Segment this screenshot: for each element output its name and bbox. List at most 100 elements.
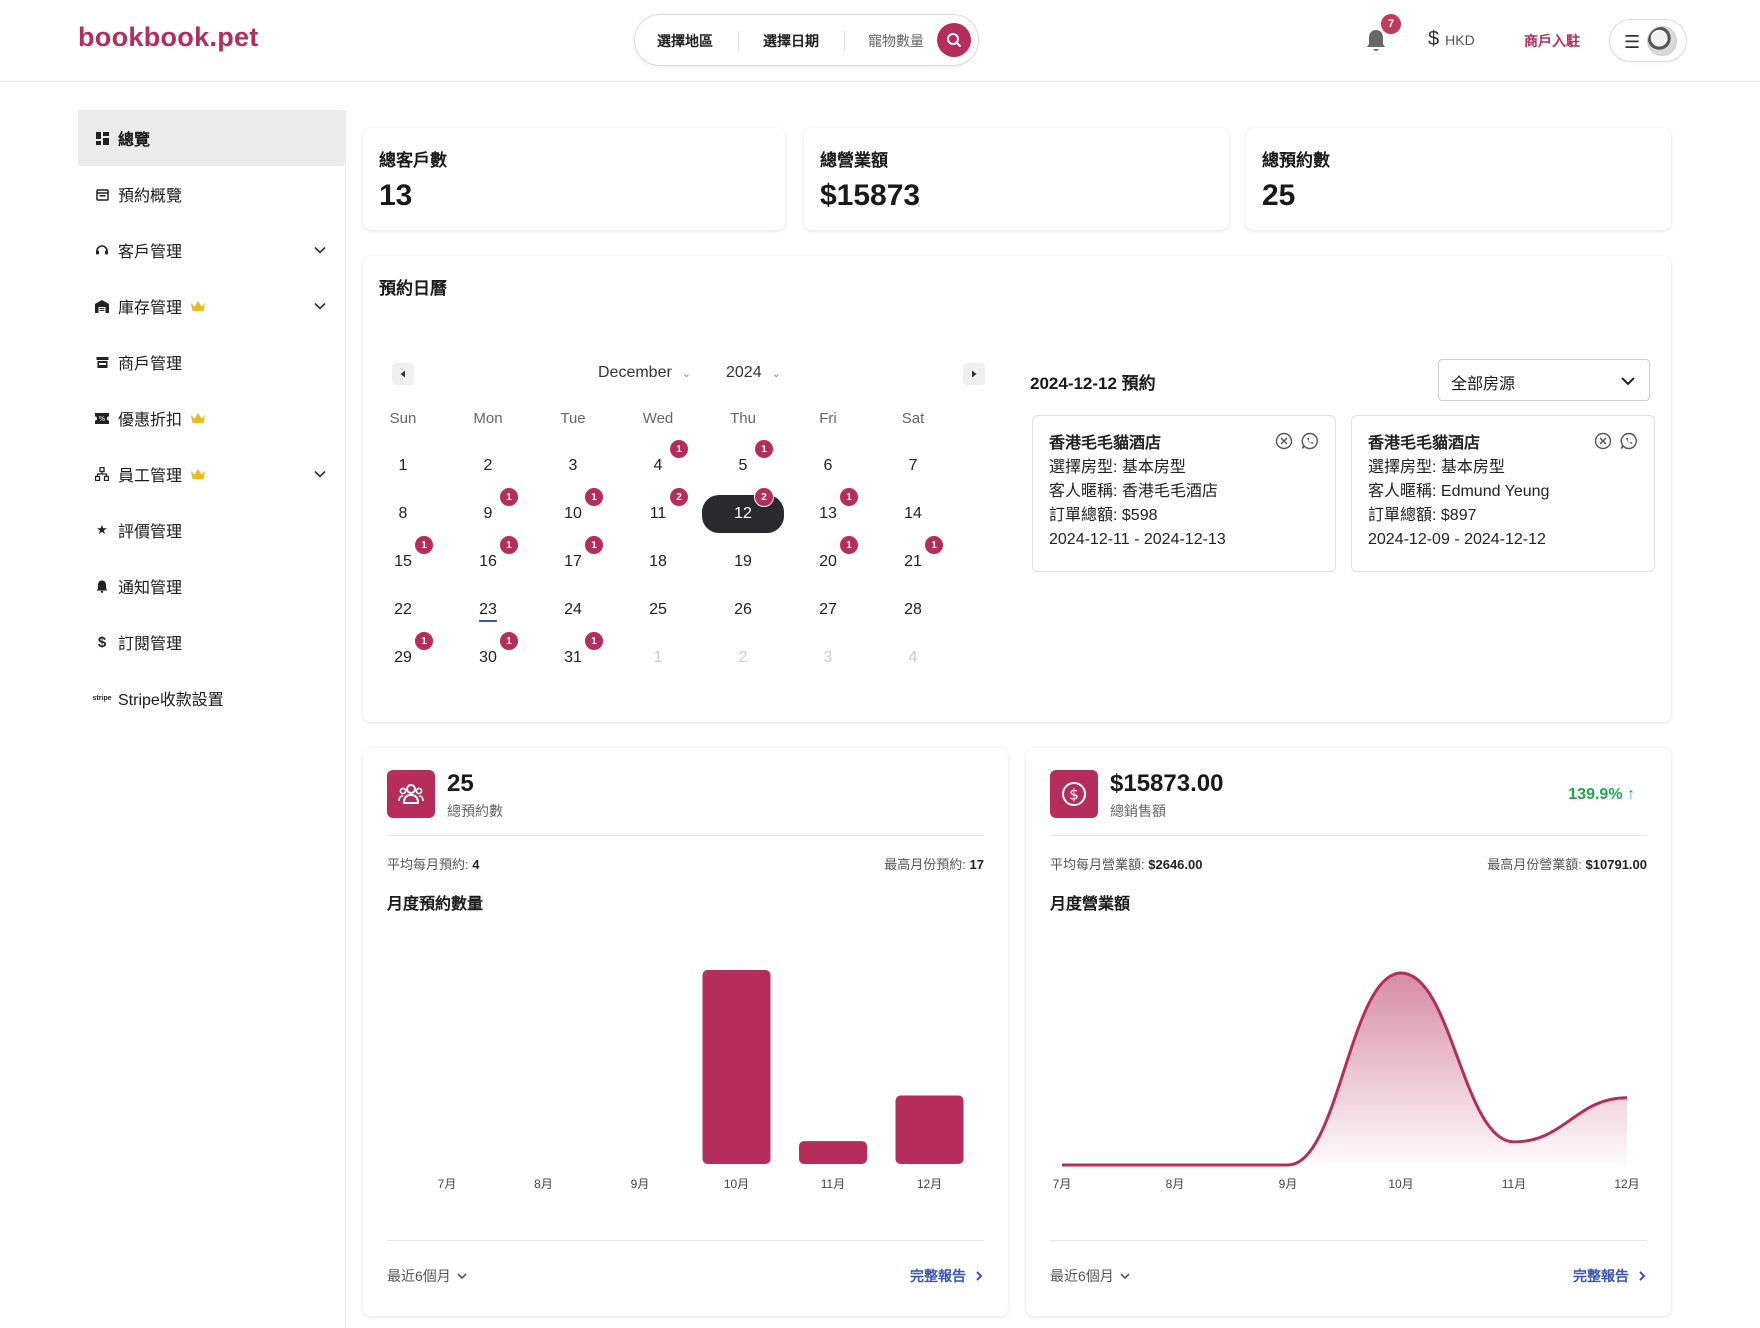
booking-count-badge: 1	[584, 487, 604, 507]
booking-card[interactable]: 香港毛毛貓酒店 選擇房型: 基本房型 客人暱稱: 香港毛毛酒店 訂單總額: $5…	[1032, 415, 1336, 572]
calendar-day[interactable]: 5	[738, 457, 748, 474]
pet-count-selector[interactable]: 寵物數量	[868, 33, 924, 49]
calendar-day[interactable]: 2	[738, 649, 748, 666]
calendar-day[interactable]: 19	[734, 553, 752, 570]
calendar-day[interactable]: 6	[823, 457, 833, 474]
bar[interactable]	[895, 1095, 964, 1164]
previous-month-button[interactable]	[392, 363, 414, 385]
sidebar-item-merchant[interactable]: 商戶管理	[78, 334, 345, 390]
total-sales-value: $15873.00	[1110, 770, 1224, 797]
calendar-day[interactable]: 3	[823, 649, 833, 666]
calendar-day[interactable]: 31	[564, 649, 582, 666]
sidebar-item-label: Stripe收款設置	[118, 692, 224, 709]
whatsapp-icon[interactable]	[1620, 432, 1638, 450]
sidebar-item-booking-overview[interactable]: 預約概覽	[78, 166, 345, 222]
revenue-line[interactable]	[1061, 971, 1628, 1167]
calendar-day[interactable]: 2	[483, 457, 493, 474]
sidebar-item-notifications[interactable]: 通知管理	[78, 558, 345, 614]
region-selector[interactable]: 選擇地區	[657, 33, 713, 49]
sidebar-item-subscription[interactable]: $ 訂閱管理	[78, 614, 345, 670]
sidebar-item-inventory[interactable]: 庫存管理	[78, 278, 345, 334]
calendar-day[interactable]: 27	[819, 601, 837, 618]
currency-selector[interactable]: $ HKD	[1428, 28, 1475, 51]
sidebar-item-reviews[interactable]: ★ 評價管理	[78, 502, 345, 558]
chevron-down-icon	[1621, 377, 1635, 386]
total-bookings-value: 25	[447, 770, 474, 797]
caret-left-icon	[400, 370, 405, 378]
calendar-day[interactable]: 1	[398, 457, 408, 474]
calendar-day[interactable]: 16	[479, 553, 497, 570]
selected-date-bookings-heading: 2024-12-12 預約	[1030, 374, 1156, 393]
calendar-day[interactable]: 26	[734, 601, 752, 618]
stat-title: 總預約數	[1262, 151, 1330, 170]
user-menu-button[interactable]: ☰	[1609, 19, 1687, 62]
calendar-day[interactable]: 14	[904, 505, 922, 522]
search-bar[interactable]: 選擇地區 選擇日期 寵物數量	[634, 14, 979, 66]
avatar	[1647, 26, 1677, 56]
calendar-day[interactable]: 3	[568, 457, 578, 474]
calendar-day[interactable]: 24	[564, 601, 582, 618]
calendar-day[interactable]: 11	[649, 505, 667, 522]
x-axis-tick-label: 7月	[1053, 1177, 1072, 1191]
next-month-button[interactable]	[963, 363, 985, 385]
chevron-down-icon[interactable]	[312, 242, 328, 258]
chevron-down-icon[interactable]	[312, 298, 328, 314]
full-report-link[interactable]: 完整報告	[1573, 1266, 1647, 1286]
brand-logo[interactable]: bookbook.pet	[78, 22, 259, 52]
sidebar-item-overview[interactable]: 總覽	[78, 110, 345, 166]
notification-bell-icon[interactable]	[1364, 28, 1388, 54]
sidebar-item-customers[interactable]: 客戶管理	[78, 222, 345, 278]
calendar-day-today[interactable]: 23	[479, 601, 497, 618]
headset-icon	[94, 242, 110, 258]
calendar-day[interactable]: 15	[394, 553, 412, 570]
calendar-day[interactable]: 29	[394, 649, 412, 666]
cancel-booking-icon[interactable]	[1594, 432, 1612, 450]
calendar-day[interactable]: 25	[649, 601, 667, 618]
booking-card[interactable]: 香港毛毛貓酒店 選擇房型: 基本房型 客人暱稱: Edmund Yeung 訂單…	[1351, 415, 1655, 572]
calendar-day[interactable]: 22	[394, 601, 412, 618]
calendar-day[interactable]: 4	[653, 457, 663, 474]
sidebar-item-staff[interactable]: 員工管理	[78, 446, 345, 502]
cancel-booking-icon[interactable]	[1275, 432, 1293, 450]
sidebar-item-label: 客戶管理	[118, 244, 183, 261]
calendar-day[interactable]: 1	[653, 649, 663, 666]
search-button[interactable]	[937, 23, 971, 57]
period-selector[interactable]: 最近6個月	[387, 1266, 468, 1286]
bell-icon	[94, 578, 110, 594]
sidebar-item-stripe-settings[interactable]: stripe Stripe收款設置	[78, 670, 345, 726]
bar[interactable]	[702, 970, 771, 1164]
calendar-day[interactable]: 21	[904, 553, 922, 570]
premium-crown-icon	[191, 301, 206, 311]
booking-hotel-name: 香港毛毛貓酒店	[1368, 435, 1481, 452]
x-axis-tick-label: 8月	[534, 1177, 553, 1191]
calendar-day[interactable]: 4	[908, 649, 918, 666]
calendar-day[interactable]: 10	[564, 505, 582, 522]
chevron-down-icon[interactable]	[312, 466, 328, 482]
merchant-signup-link[interactable]: 商戶入駐	[1524, 33, 1580, 49]
calendar-day[interactable]: 18	[649, 553, 667, 570]
max-monthly-bookings: 最高月份預約: 17	[884, 857, 984, 872]
calendar-day[interactable]: 30	[479, 649, 497, 666]
period-selector[interactable]: 最近6個月	[1050, 1266, 1131, 1286]
whatsapp-icon[interactable]	[1301, 432, 1319, 450]
calendar-day[interactable]: 20	[819, 553, 837, 570]
bar[interactable]	[799, 1141, 867, 1164]
calendar-day[interactable]: 13	[819, 505, 837, 522]
calendar-day[interactable]: 9	[483, 505, 493, 522]
calendar-day[interactable]: 17	[564, 553, 582, 570]
room-filter-select[interactable]: 全部房源	[1438, 359, 1650, 401]
calendar-day[interactable]: 7	[908, 457, 918, 474]
sidebar-item-discounts[interactable]: % 優惠折扣	[78, 390, 345, 446]
divider	[387, 1240, 984, 1241]
booking-room-type: 選擇房型: 基本房型	[1049, 459, 1186, 476]
booking-guest-name: 客人暱稱: 香港毛毛酒店	[1049, 483, 1218, 500]
sidebar-item-label: 商戶管理	[118, 356, 183, 373]
date-selector[interactable]: 選擇日期	[763, 33, 819, 49]
full-report-link[interactable]: 完整報告	[910, 1266, 984, 1286]
hamburger-menu-icon: ☰	[1624, 32, 1641, 52]
calendar-day[interactable]: 8	[398, 505, 408, 522]
year-selector[interactable]: 2024 ⌄	[726, 364, 781, 382]
users-icon	[387, 770, 435, 818]
month-selector[interactable]: December ⌄	[598, 364, 691, 382]
calendar-day[interactable]: 28	[904, 601, 922, 618]
